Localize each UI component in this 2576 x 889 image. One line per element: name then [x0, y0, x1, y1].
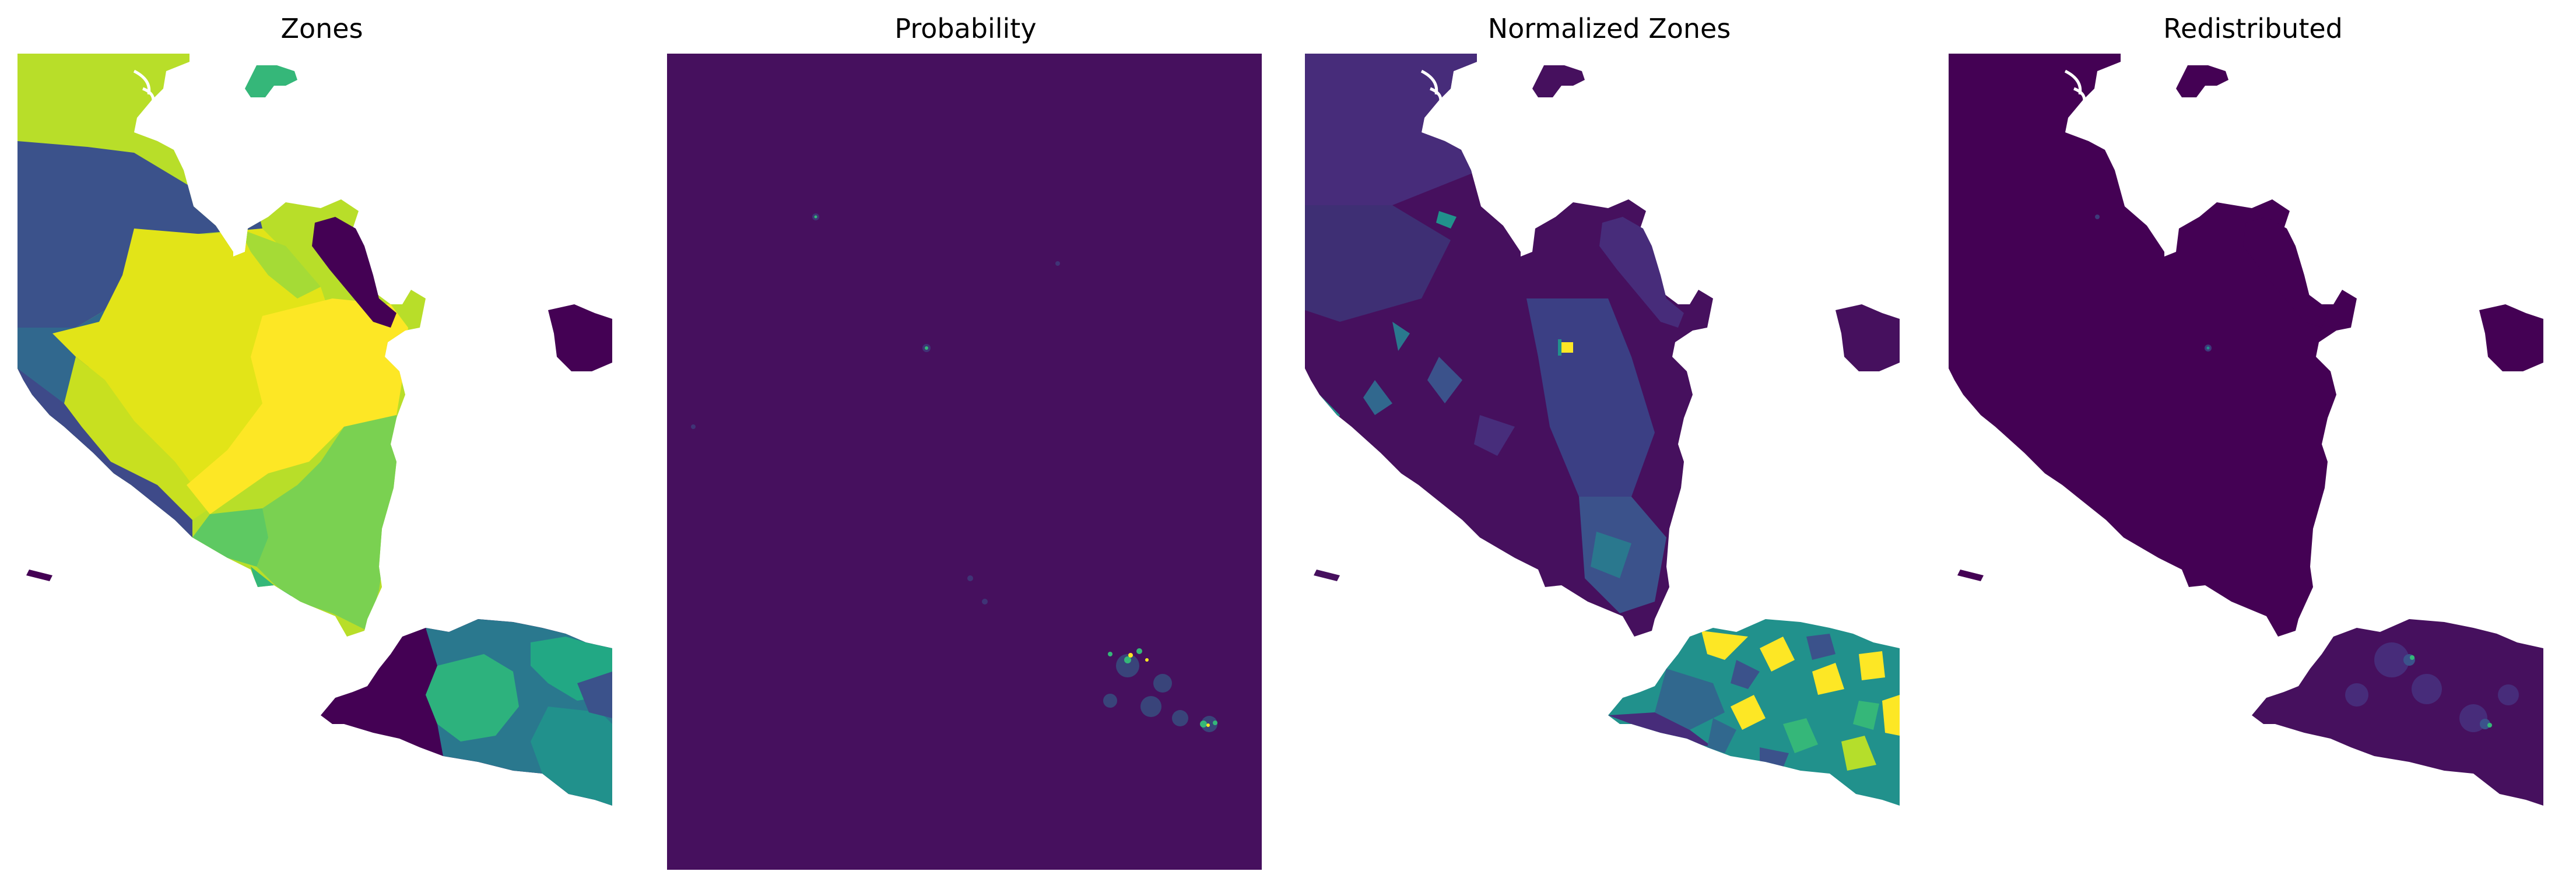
normalized-zones-map-svg [1305, 54, 1900, 806]
probability-map [667, 54, 1262, 870]
redistributed-map [1949, 54, 2543, 870]
panel-title-redistributed: Redistributed [2163, 13, 2343, 44]
panel-title-normalized-zones: Normalized Zones [1487, 13, 1731, 44]
panel-title-probability: Probability [894, 13, 1037, 44]
zones-map [17, 54, 612, 870]
probability-map-svg [667, 54, 1262, 870]
zones-panel: Zones [0, 0, 644, 889]
redistributed-panel: Redistributed [1931, 0, 2575, 889]
normalized-zones-panel: Normalized Zones [1287, 0, 1931, 889]
zones-map-svg [17, 54, 612, 806]
redistributed-map-svg [1949, 54, 2543, 806]
panel-title-zones: Zones [280, 13, 363, 44]
probability-panel: Probability [644, 0, 1287, 889]
normalized-zones-map [1305, 54, 1900, 870]
